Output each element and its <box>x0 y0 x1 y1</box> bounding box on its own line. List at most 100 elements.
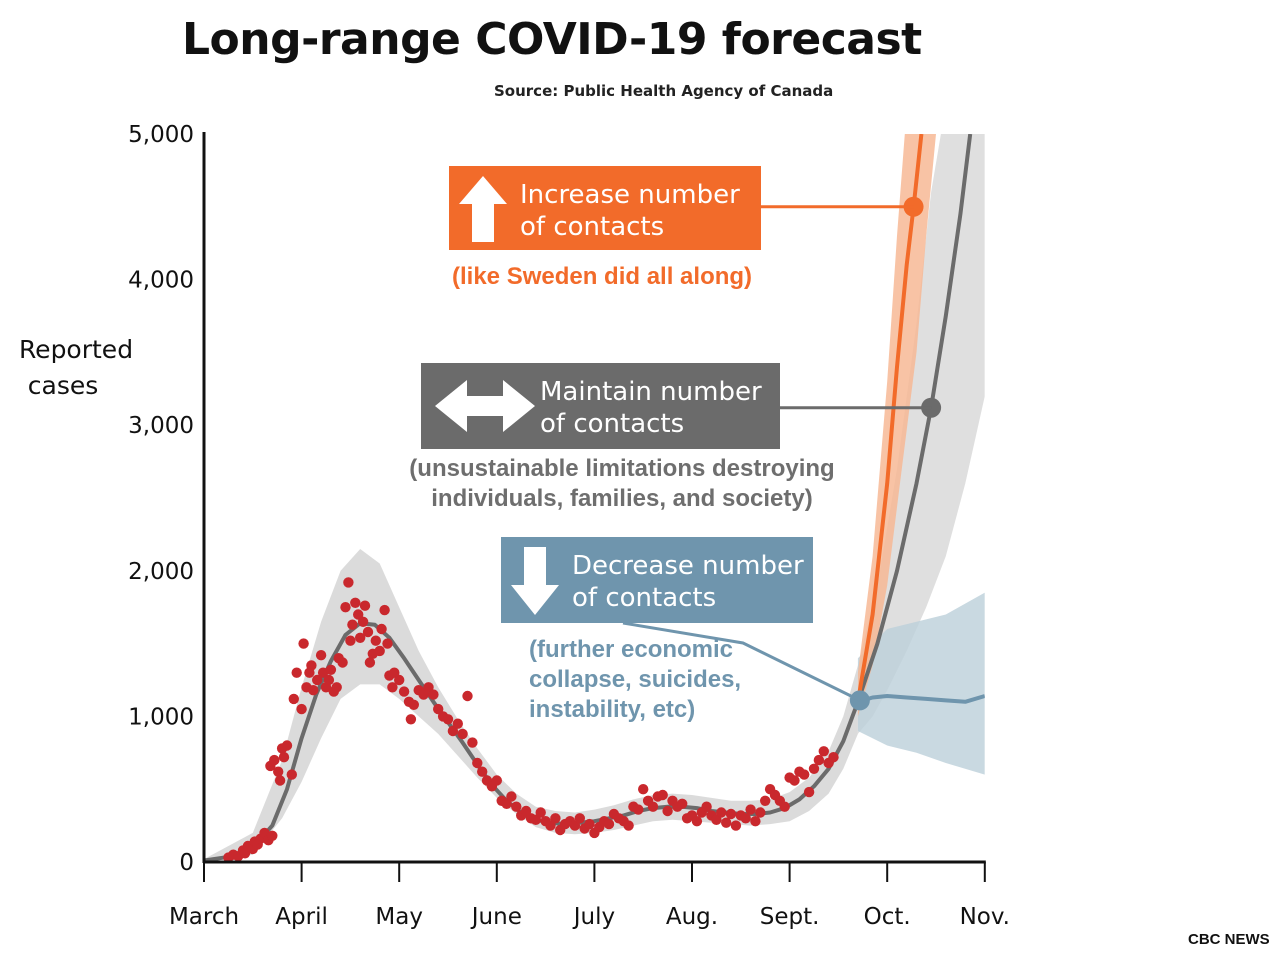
observed-point <box>308 685 319 696</box>
observed-point <box>273 766 284 777</box>
x-tick-label: March <box>169 904 239 930</box>
observed-point <box>799 769 810 780</box>
maintain-label-line: of contacts <box>540 409 684 439</box>
observed-point <box>657 789 668 801</box>
observed-point <box>433 703 444 715</box>
observed-point <box>803 786 815 798</box>
observed-point <box>374 645 385 657</box>
decrease-note-line: collapse, suicides, <box>529 666 741 693</box>
observed-point <box>291 667 302 678</box>
observed-point <box>317 667 329 678</box>
observed-point <box>740 813 751 824</box>
decrease-connector <box>622 621 861 702</box>
observed-point <box>355 632 366 643</box>
decrease-label-line: of contacts <box>572 583 716 613</box>
observed-point <box>350 597 361 608</box>
observed-point <box>535 807 546 818</box>
observed-point <box>520 805 532 817</box>
observed-point <box>550 813 561 824</box>
observed-point <box>462 690 473 702</box>
maintain-band <box>857 134 985 734</box>
observed-point <box>428 689 439 700</box>
observed-point <box>337 657 348 668</box>
observed-point <box>760 795 771 806</box>
observed-point <box>677 798 688 809</box>
observed-point <box>442 714 454 725</box>
observed-point <box>408 699 419 710</box>
observed-point <box>491 775 502 786</box>
observed-point <box>379 604 390 616</box>
observed-point <box>472 757 483 769</box>
observed-point <box>711 814 722 825</box>
y-tick-label: 4,000 <box>128 268 194 294</box>
observed-point <box>691 816 703 827</box>
observed-point <box>779 801 790 812</box>
x-tick-label: July <box>572 904 615 930</box>
observed-point <box>477 766 488 777</box>
observed-point <box>343 577 354 588</box>
observed-point <box>457 728 468 740</box>
observed-point <box>813 754 825 766</box>
observed-point <box>638 784 649 795</box>
observed-point <box>387 682 398 693</box>
observed-point <box>545 820 556 831</box>
x-tick-label: Sept. <box>760 904 820 930</box>
observed-point <box>269 754 280 766</box>
observed-point <box>405 714 417 725</box>
observed-point <box>345 635 356 646</box>
observed-point <box>452 718 463 729</box>
observed-point <box>603 818 615 830</box>
observed-point <box>281 740 293 751</box>
observed-point <box>382 638 393 649</box>
y-axis-label: Reported cases <box>19 335 133 400</box>
observed-point <box>389 667 400 678</box>
observed-point <box>418 689 429 700</box>
observed-point <box>278 752 290 763</box>
y-tick-label: 0 <box>179 850 194 876</box>
decrease-box <box>501 537 813 623</box>
observed-point <box>362 626 374 638</box>
observed-point <box>574 813 585 824</box>
observed-point <box>506 791 517 802</box>
observed-point <box>789 775 800 786</box>
observed-point <box>467 737 478 748</box>
observed-point <box>359 600 371 611</box>
credit-label: CBC NEWS <box>1188 931 1270 948</box>
observed-point <box>312 674 323 686</box>
observed-point <box>725 808 737 820</box>
observed-point <box>353 609 364 620</box>
observed-point <box>357 616 369 627</box>
x-tick-label: April <box>275 904 328 930</box>
observed-point <box>584 818 595 830</box>
observed-points <box>223 577 839 863</box>
observed-point <box>745 804 756 815</box>
maintain-note-line: individuals, families, and society) <box>431 485 812 512</box>
observed-point <box>370 635 381 646</box>
up-arrow-icon <box>459 176 507 242</box>
observed-point <box>716 807 727 818</box>
maintain-label-line: Maintain number <box>540 377 762 407</box>
increase-box <box>449 166 761 250</box>
observed-point <box>623 820 634 831</box>
observed-point <box>721 817 732 828</box>
observed-point <box>755 807 766 818</box>
chart-title: Long-range COVID-19 forecast <box>182 14 922 65</box>
observed-point <box>364 657 376 668</box>
observed-point <box>331 682 342 693</box>
observed-point <box>267 830 278 841</box>
axes: 0 1,000 2,000 3,000 4,000 5,000 March April May J… <box>19 122 1010 930</box>
y-tick-label: 3,000 <box>128 413 194 439</box>
maintain-line <box>856 134 973 703</box>
observed-point <box>340 602 351 613</box>
y-tick-label: 5,000 <box>128 122 194 148</box>
observed-point <box>288 693 299 705</box>
chart-source: Source: Public Health Agency of Canada <box>494 82 834 100</box>
observed-point <box>423 682 434 693</box>
observed-point <box>296 703 307 715</box>
increase-label-line: of contacts <box>520 212 664 242</box>
decrease-note-line: instability, etc) <box>529 696 695 723</box>
observed-point <box>828 752 839 763</box>
x-tick-label: Nov. <box>960 904 1010 930</box>
observed-point <box>298 638 309 649</box>
